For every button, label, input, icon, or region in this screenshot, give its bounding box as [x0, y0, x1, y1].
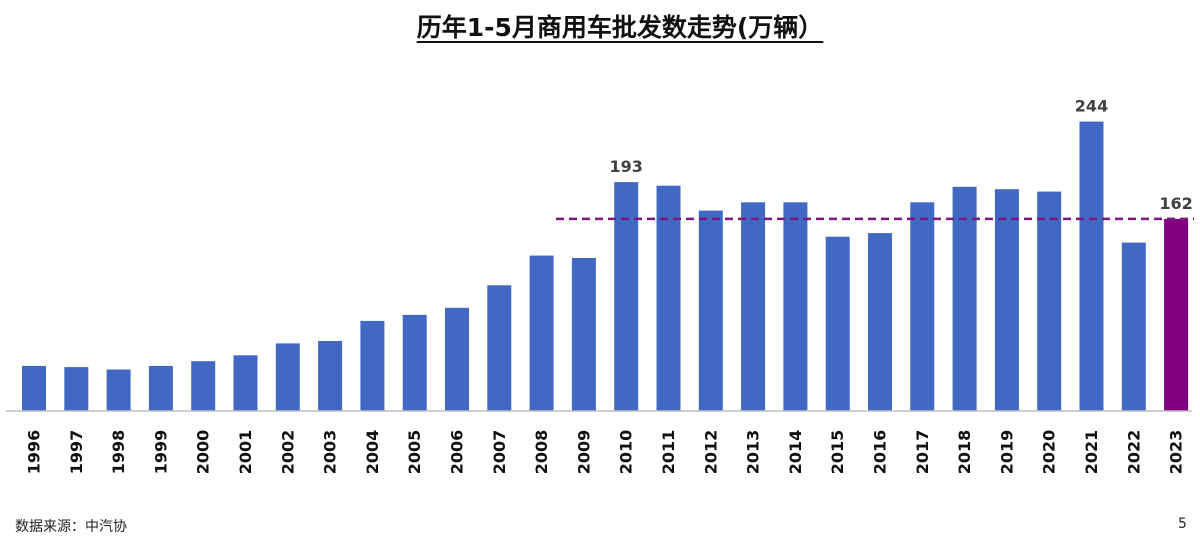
bars-layer — [22, 121, 1189, 411]
x-tick-label-2001: 2001 — [236, 430, 255, 475]
x-tick-label-2023: 2023 — [1167, 430, 1186, 475]
x-tick-labels: 1996 1997 1998 1999 2000 2001 2002 2003 2004 2005… — [25, 430, 1186, 475]
bar-2005 — [402, 314, 427, 411]
bar-2021 — [1079, 121, 1104, 411]
page-number: 5 — [1178, 516, 1187, 532]
data-label-2021: 244 — [1075, 97, 1108, 116]
data-label-2023: 162 — [1159, 194, 1192, 213]
x-tick-label-2015: 2015 — [828, 430, 847, 475]
x-tick-label-2005: 2005 — [405, 430, 424, 475]
bar-1999 — [148, 365, 173, 411]
x-tick-label-1997: 1997 — [67, 430, 86, 475]
x-tick-label-1998: 1998 — [109, 430, 128, 475]
chart-title: 历年1-5月商用车批发数走势(万辆） — [416, 13, 824, 42]
bar-2008 — [529, 255, 554, 411]
x-tick-label-2022: 2022 — [1124, 430, 1143, 475]
source-note: 数据来源：中汽协 — [15, 519, 127, 535]
bar-2004 — [360, 320, 385, 411]
x-tick-label-2009: 2009 — [574, 430, 593, 475]
data-label-2010: 193 — [609, 157, 642, 176]
bar-1997 — [64, 367, 89, 411]
bar-1996 — [22, 365, 46, 411]
bar-2022 — [1121, 242, 1146, 411]
bar-2002 — [275, 343, 300, 411]
bar-2006 — [445, 307, 469, 411]
bar-2010 — [614, 182, 639, 411]
x-tick-label-1996: 1996 — [25, 430, 44, 475]
x-tick-label-2007: 2007 — [490, 430, 509, 475]
bar-2011 — [656, 185, 681, 411]
x-tick-label-2008: 2008 — [532, 430, 551, 475]
bar-1998 — [106, 369, 131, 411]
x-tick-label-2002: 2002 — [278, 430, 297, 475]
x-tick-label-2014: 2014 — [786, 430, 805, 475]
x-tick-label-2021: 2021 — [1082, 430, 1101, 475]
x-tick-label-2004: 2004 — [363, 430, 382, 475]
bar-2018 — [952, 186, 977, 411]
x-tick-label-2019: 2019 — [997, 430, 1016, 475]
bar-2015 — [825, 236, 850, 411]
x-tick-label-2011: 2011 — [659, 430, 678, 475]
bar-2012 — [698, 210, 723, 411]
bar-2019 — [994, 189, 1019, 411]
x-tick-label-2000: 2000 — [194, 430, 213, 475]
bar-2016 — [868, 233, 892, 411]
bar-2013 — [741, 202, 766, 411]
x-tick-label-2010: 2010 — [617, 430, 636, 475]
bar-2009 — [571, 258, 596, 411]
bar-2007 — [487, 285, 512, 411]
x-tick-label-1999: 1999 — [151, 430, 170, 475]
bar-2014 — [783, 202, 808, 411]
bar-2023 — [1164, 218, 1189, 411]
x-tick-label-2020: 2020 — [1040, 430, 1059, 475]
bar-chart: 1996 1997 1998 1999 2000 2001 2002 2003 2004 2005… — [6, 97, 1194, 475]
data-labels-layer: 193 244 162 — [609, 97, 1192, 213]
x-tick-label-2006: 2006 — [448, 430, 467, 475]
x-tick-label-2012: 2012 — [701, 430, 720, 475]
bar-2000 — [191, 361, 216, 411]
x-tick-label-2013: 2013 — [744, 430, 763, 475]
x-tick-label-2003: 2003 — [321, 430, 340, 475]
x-tick-label-2017: 2017 — [913, 430, 932, 475]
x-tick-label-2018: 2018 — [955, 430, 974, 475]
bar-2017 — [910, 202, 935, 411]
bar-2003 — [318, 341, 343, 411]
bar-2020 — [1037, 191, 1062, 411]
x-tick-label-2016: 2016 — [871, 430, 890, 475]
bar-2001 — [233, 355, 258, 411]
